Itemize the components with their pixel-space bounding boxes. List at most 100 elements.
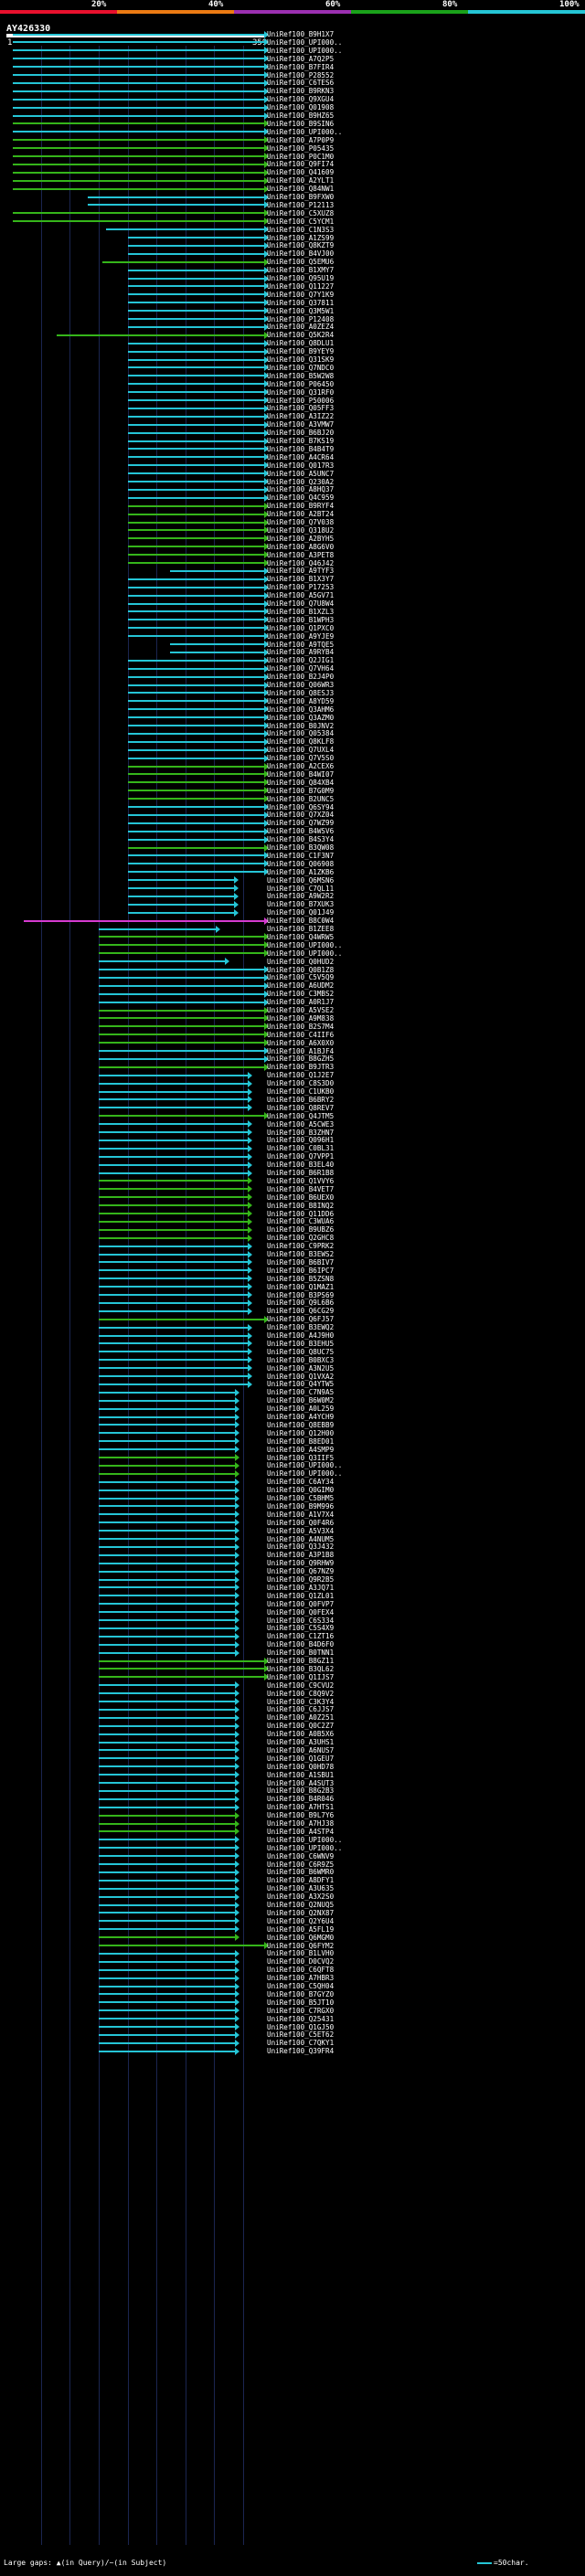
hit-label[interactable]: UniRef100_B7GYZ0 — [267, 1989, 335, 1998]
hit-label[interactable]: UniRef100_Q05384 — [267, 729, 335, 738]
hit-label[interactable]: UniRef100_B8C0W4 — [267, 917, 335, 926]
hit-label[interactable]: UniRef100_A2BYH5 — [267, 534, 335, 543]
hit-label[interactable]: UniRef100_A5UNC7 — [267, 469, 335, 478]
hit-label[interactable]: UniRef100_Q01J49 — [267, 908, 335, 917]
hit-label[interactable]: UniRef100_P28552 — [267, 70, 335, 80]
hit-label[interactable]: UniRef100_C6TES6 — [267, 79, 335, 88]
hit-label[interactable]: UniRef100_Q9XGU4 — [267, 95, 335, 104]
hit-label[interactable]: UniRef100_Q1GJ50 — [267, 2022, 335, 2031]
hit-label[interactable]: UniRef100_B0BXC3 — [267, 1355, 335, 1364]
hit-label[interactable]: UniRef100_Q95U19 — [267, 274, 335, 282]
hit-label[interactable]: UniRef100_B6W0M2 — [267, 1396, 335, 1405]
hit-label[interactable]: UniRef100_A0R1J7 — [267, 998, 335, 1007]
hit-label[interactable]: UniRef100_B8G2B3 — [267, 1786, 335, 1796]
hit-label[interactable]: UniRef100_Q2Y6U4 — [267, 1916, 335, 1925]
hit-label[interactable]: UniRef100_Q230A2 — [267, 477, 335, 486]
hit-label[interactable]: UniRef100_C5QH04 — [267, 1982, 335, 1990]
hit-label[interactable]: UniRef100_A9YJE9 — [267, 631, 335, 641]
hit-label[interactable]: UniRef100_B6BIV7 — [267, 1257, 335, 1267]
hit-label[interactable]: UniRef100_A0L259 — [267, 1405, 335, 1414]
hit-label[interactable]: UniRef100_UPI000.. — [267, 127, 343, 136]
hit-label[interactable]: UniRef100_A4CR64 — [267, 452, 335, 461]
hit-label[interactable]: UniRef100_B3EWQ2 — [267, 1323, 335, 1332]
hit-label[interactable]: UniRef100_C6QFT8 — [267, 1966, 335, 1975]
hit-label[interactable]: UniRef100_B4B4T9 — [267, 444, 335, 453]
hit-label[interactable]: UniRef100_Q4C959 — [267, 493, 335, 503]
hit-label[interactable]: UniRef100_B1ZEE8 — [267, 925, 335, 933]
hit-label[interactable]: UniRef100_Q1PXC0 — [267, 623, 335, 632]
hit-label[interactable]: UniRef100_Q1GEU7 — [267, 1754, 335, 1763]
hit-label[interactable]: UniRef100_Q3AZM0 — [267, 713, 335, 722]
hit-label[interactable]: UniRef100_B2UNC5 — [267, 794, 335, 803]
hit-label[interactable]: UniRef100_C7N9A5 — [267, 1388, 335, 1397]
hit-label[interactable]: UniRef100_Q25431 — [267, 2014, 335, 2023]
hit-label[interactable]: UniRef100_A5GV71 — [267, 591, 335, 600]
hit-label[interactable]: UniRef100_Q67NZ9 — [267, 1567, 335, 1576]
hit-label[interactable]: UniRef100_B7XUK3 — [267, 900, 335, 909]
hit-label[interactable]: UniRef100_A4STP4 — [267, 1827, 335, 1836]
hit-label[interactable]: UniRef100_C9CVU2 — [267, 1680, 335, 1690]
hit-label[interactable]: UniRef100_Q0HUD2 — [267, 957, 335, 966]
hit-label[interactable]: UniRef100_Q7UXL4 — [267, 746, 335, 755]
hit-label[interactable]: UniRef100_A7HTS1 — [267, 1803, 335, 1812]
hit-label[interactable]: UniRef100_C5XUZ8 — [267, 208, 335, 217]
hit-label[interactable]: UniRef100_Q3J432 — [267, 1542, 335, 1552]
hit-label[interactable]: UniRef100_B4D6F0 — [267, 1640, 335, 1649]
hit-label[interactable]: UniRef100_B9RKN3 — [267, 87, 335, 96]
hit-label[interactable]: UniRef100_Q8KLF8 — [267, 737, 335, 747]
hit-label[interactable]: UniRef100_B6IPC7 — [267, 1266, 335, 1275]
hit-label[interactable]: UniRef100_Q2GHC8 — [267, 1234, 335, 1243]
hit-label[interactable]: UniRef100_Q31SK9 — [267, 355, 335, 364]
hit-label[interactable]: UniRef100_A3VMW7 — [267, 420, 335, 429]
hit-label[interactable]: UniRef100_B2S7M4 — [267, 1022, 335, 1031]
hit-label[interactable]: UniRef100_Q7V5S0 — [267, 754, 335, 763]
hit-label[interactable]: UniRef100_B3PS69 — [267, 1290, 335, 1299]
hit-label[interactable]: UniRef100_C5YCM1 — [267, 217, 335, 226]
hit-label[interactable]: UniRef100_B1WPH3 — [267, 615, 335, 624]
hit-label[interactable]: UniRef100_D0CVQ2 — [267, 1957, 335, 1966]
hit-label[interactable]: UniRef100_Q46J42 — [267, 558, 335, 567]
hit-label[interactable]: UniRef100_B9SIN6 — [267, 119, 335, 128]
hit-label[interactable]: UniRef100_B8INQ2 — [267, 1201, 335, 1210]
hit-label[interactable]: UniRef100_B9FXW0 — [267, 193, 335, 201]
hit-label[interactable]: UniRef100_Q9R2B5 — [267, 1575, 335, 1584]
hit-label[interactable]: UniRef100_C3K3Y4 — [267, 1697, 335, 1706]
hit-label[interactable]: UniRef100_A6NUS7 — [267, 1745, 335, 1754]
hit-label[interactable]: UniRef100_UPI000.. — [267, 1469, 343, 1479]
hit-label[interactable]: UniRef100_Q2NUQ5 — [267, 1901, 335, 1909]
hit-label[interactable]: UniRef100_P06450 — [267, 379, 335, 388]
hit-label[interactable]: UniRef100_Q6CG29 — [267, 1307, 335, 1316]
hit-label[interactable]: UniRef100_C6WNV9 — [267, 1851, 335, 1860]
hit-label[interactable]: UniRef100_Q7U8W4 — [267, 599, 335, 608]
hit-label[interactable]: UniRef100_A3PET8 — [267, 550, 335, 559]
hit-label[interactable]: UniRef100_UPI000.. — [267, 949, 343, 958]
hit-label[interactable]: UniRef100_A9TQE5 — [267, 640, 335, 649]
hit-label[interactable]: UniRef100_Q9RHW9 — [267, 1559, 335, 1568]
hit-label[interactable]: UniRef100_B3EHU5 — [267, 1339, 335, 1348]
hit-label[interactable]: UniRef100_Q3M5W1 — [267, 306, 335, 315]
hit-label[interactable]: UniRef100_A3JQ71 — [267, 1583, 335, 1592]
hit-label[interactable]: UniRef100_C1N3S3 — [267, 225, 335, 234]
hit-label[interactable]: UniRef100_Q11DD6 — [267, 1209, 335, 1218]
hit-label[interactable]: UniRef100_UPI000.. — [267, 37, 343, 47]
hit-label[interactable]: UniRef100_A8YD59 — [267, 696, 335, 705]
hit-label[interactable]: UniRef100_A0Z251 — [267, 1713, 335, 1723]
hit-label[interactable]: UniRef100_Q4WRW5 — [267, 932, 335, 941]
hit-label[interactable]: UniRef100_B6R1B8 — [267, 1169, 335, 1177]
hit-label[interactable]: UniRef100_Q84XB4 — [267, 778, 335, 787]
hit-label[interactable]: UniRef100_Q8DLU1 — [267, 339, 335, 348]
hit-label[interactable]: UniRef100_B1XMY7 — [267, 266, 335, 275]
hit-label[interactable]: UniRef100_Q1MAZ1 — [267, 1282, 335, 1291]
hit-label[interactable]: UniRef100_B1XZL3 — [267, 607, 335, 616]
hit-label[interactable]: UniRef100_Q6MSN6 — [267, 875, 335, 885]
hit-label[interactable]: UniRef100_B3QW08 — [267, 843, 335, 852]
hit-label[interactable]: UniRef100_C5ET62 — [267, 2030, 335, 2040]
hit-label[interactable]: UniRef100_Q84NW1 — [267, 185, 335, 194]
hit-label[interactable]: UniRef100_A5CWE3 — [267, 1119, 335, 1129]
hit-label[interactable]: UniRef100_Q5K2R4 — [267, 331, 335, 340]
hit-label[interactable]: UniRef100_A0ZEZ4 — [267, 323, 335, 332]
hit-label[interactable]: UniRef100_A0B5X6 — [267, 1730, 335, 1739]
hit-label[interactable]: UniRef100_Q06908 — [267, 859, 335, 868]
hit-label[interactable]: UniRef100_C3WUA6 — [267, 1217, 335, 1226]
hit-label[interactable]: UniRef100_Q2NX87 — [267, 1908, 335, 1917]
